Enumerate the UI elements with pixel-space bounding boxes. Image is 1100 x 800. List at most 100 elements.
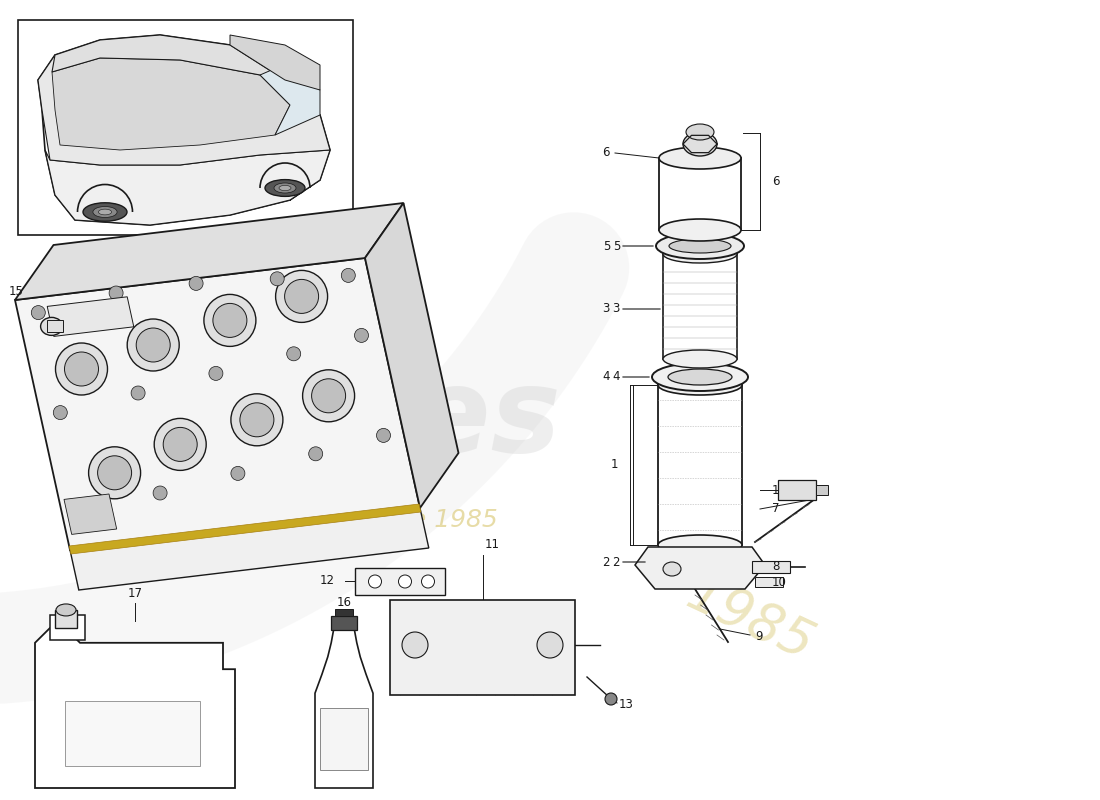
Text: 2: 2 <box>603 555 611 569</box>
Bar <box>55 610 77 628</box>
Text: 6: 6 <box>772 175 780 189</box>
Ellipse shape <box>53 406 67 419</box>
Polygon shape <box>52 58 290 150</box>
Ellipse shape <box>659 147 741 169</box>
Ellipse shape <box>311 379 345 413</box>
Ellipse shape <box>279 186 292 190</box>
Ellipse shape <box>209 366 223 380</box>
Polygon shape <box>39 35 330 225</box>
Polygon shape <box>365 203 459 508</box>
Ellipse shape <box>271 272 284 286</box>
Ellipse shape <box>189 276 204 290</box>
Text: 5: 5 <box>603 239 611 253</box>
Ellipse shape <box>153 486 167 500</box>
Text: 8: 8 <box>772 561 780 574</box>
Text: 13: 13 <box>619 698 634 711</box>
Ellipse shape <box>287 346 300 361</box>
Polygon shape <box>635 547 764 589</box>
Polygon shape <box>50 614 85 639</box>
Ellipse shape <box>231 394 283 446</box>
Polygon shape <box>315 630 373 788</box>
Ellipse shape <box>231 466 245 480</box>
Ellipse shape <box>309 446 322 461</box>
Polygon shape <box>45 150 330 225</box>
Text: 16: 16 <box>337 595 352 609</box>
Ellipse shape <box>376 429 390 442</box>
Text: a passion for parts since 1985: a passion for parts since 1985 <box>120 508 497 532</box>
Polygon shape <box>260 62 320 135</box>
Text: 11: 11 <box>485 538 501 551</box>
Ellipse shape <box>663 245 737 263</box>
Bar <box>320 708 368 770</box>
Text: 6: 6 <box>603 146 611 159</box>
Bar <box>331 616 356 630</box>
Polygon shape <box>70 508 429 590</box>
Ellipse shape <box>663 562 681 576</box>
Polygon shape <box>15 258 420 550</box>
Bar <box>778 480 816 500</box>
Ellipse shape <box>341 269 355 282</box>
Text: 3: 3 <box>613 302 620 315</box>
Bar <box>752 561 790 573</box>
Text: 2: 2 <box>613 555 620 569</box>
Ellipse shape <box>285 279 319 314</box>
Ellipse shape <box>128 319 179 371</box>
Ellipse shape <box>204 294 256 346</box>
Ellipse shape <box>659 219 741 241</box>
Bar <box>816 485 828 495</box>
Ellipse shape <box>668 369 732 385</box>
Text: 4: 4 <box>603 370 611 383</box>
Text: 12: 12 <box>320 574 336 587</box>
Ellipse shape <box>537 632 563 658</box>
Ellipse shape <box>213 303 246 338</box>
Ellipse shape <box>354 328 368 342</box>
Ellipse shape <box>421 575 434 588</box>
Ellipse shape <box>131 386 145 400</box>
Ellipse shape <box>89 446 141 499</box>
Text: eurores: eurores <box>50 362 562 478</box>
Ellipse shape <box>274 183 296 193</box>
Ellipse shape <box>652 363 748 391</box>
Text: 3: 3 <box>603 302 611 315</box>
Ellipse shape <box>398 575 411 588</box>
Text: Mobil: Mobil <box>112 726 153 739</box>
Bar <box>65 701 200 766</box>
Text: 7: 7 <box>772 502 780 515</box>
Ellipse shape <box>686 124 714 140</box>
Ellipse shape <box>154 418 206 470</box>
Text: Mobil: Mobil <box>330 734 358 742</box>
Ellipse shape <box>92 206 117 218</box>
Polygon shape <box>230 35 320 90</box>
Ellipse shape <box>56 604 76 616</box>
Polygon shape <box>15 203 404 300</box>
Ellipse shape <box>41 318 63 335</box>
Polygon shape <box>69 504 421 554</box>
Ellipse shape <box>669 239 732 253</box>
Bar <box>755 577 783 587</box>
Ellipse shape <box>605 693 617 705</box>
Ellipse shape <box>31 306 45 319</box>
Bar <box>390 600 575 695</box>
Polygon shape <box>39 50 330 165</box>
Ellipse shape <box>683 132 717 156</box>
Polygon shape <box>52 35 285 80</box>
Ellipse shape <box>136 328 170 362</box>
Text: 9: 9 <box>755 630 762 643</box>
Ellipse shape <box>98 456 132 490</box>
Ellipse shape <box>65 352 99 386</box>
Ellipse shape <box>276 270 328 322</box>
Polygon shape <box>35 628 235 788</box>
Ellipse shape <box>402 632 428 658</box>
Bar <box>336 609 353 616</box>
Text: 1985: 1985 <box>679 568 822 672</box>
Text: 17: 17 <box>128 587 143 600</box>
Text: 15: 15 <box>9 285 24 298</box>
Ellipse shape <box>240 403 274 437</box>
Ellipse shape <box>265 180 305 196</box>
Polygon shape <box>355 568 446 595</box>
Bar <box>18 20 353 235</box>
Text: 4: 4 <box>613 370 620 383</box>
Ellipse shape <box>109 286 123 300</box>
Ellipse shape <box>98 209 111 215</box>
Text: 5: 5 <box>613 239 620 253</box>
